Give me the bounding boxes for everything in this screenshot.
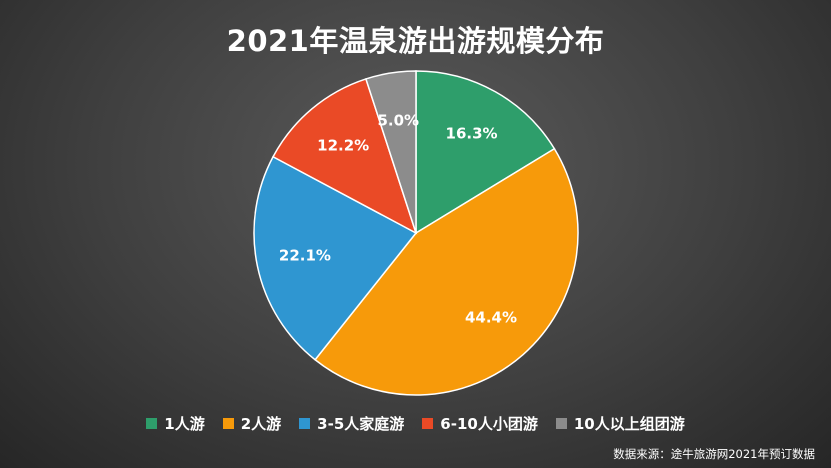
- legend-label: 6-10人小团游: [440, 415, 538, 433]
- slice-value-label: 16.3%: [446, 125, 498, 143]
- chart-title: 2021年温泉游出游规模分布: [226, 24, 605, 58]
- slice-value-label: 12.2%: [317, 137, 369, 155]
- legend-swatch: [146, 418, 158, 429]
- legend: 1人游 2人游 3-5人家庭游 6-10人小团游 10人以上组团游: [0, 413, 831, 434]
- legend-label: 10人以上组团游: [573, 415, 685, 433]
- slice-labels: 16.3% 44.4% 22.1% 12.2% 5.0%: [279, 111, 517, 326]
- legend-swatch: [299, 418, 311, 429]
- legend-item: 10人以上组团游: [555, 413, 685, 434]
- legend-item: 1人游: [146, 413, 205, 434]
- legend-swatch: [422, 418, 434, 429]
- legend-label: 1人游: [164, 415, 205, 433]
- pie-slice: [272, 77, 418, 235]
- legend-item: 3-5人家庭游: [299, 413, 404, 434]
- pie-slices: [253, 70, 579, 396]
- legend-label: 3-5人家庭游: [317, 415, 405, 433]
- slice-value-label: 5.0%: [377, 111, 419, 129]
- legend-item: 2人游: [222, 413, 282, 434]
- slice-value-label: 22.1%: [279, 246, 331, 264]
- pie-slice: [364, 70, 417, 234]
- legend-swatch: [555, 418, 567, 429]
- legend-item: 6-10人小团游: [422, 413, 538, 434]
- slice-value-label: 44.4%: [465, 309, 517, 327]
- pie-slice: [314, 147, 579, 396]
- legend-swatch: [222, 418, 234, 429]
- legend-label: 2人游: [240, 415, 282, 433]
- pie-slice: [253, 155, 418, 361]
- data-source: 数据来源：途牛旅游网2021年预订数据: [613, 447, 815, 461]
- pie-slice: [415, 70, 556, 235]
